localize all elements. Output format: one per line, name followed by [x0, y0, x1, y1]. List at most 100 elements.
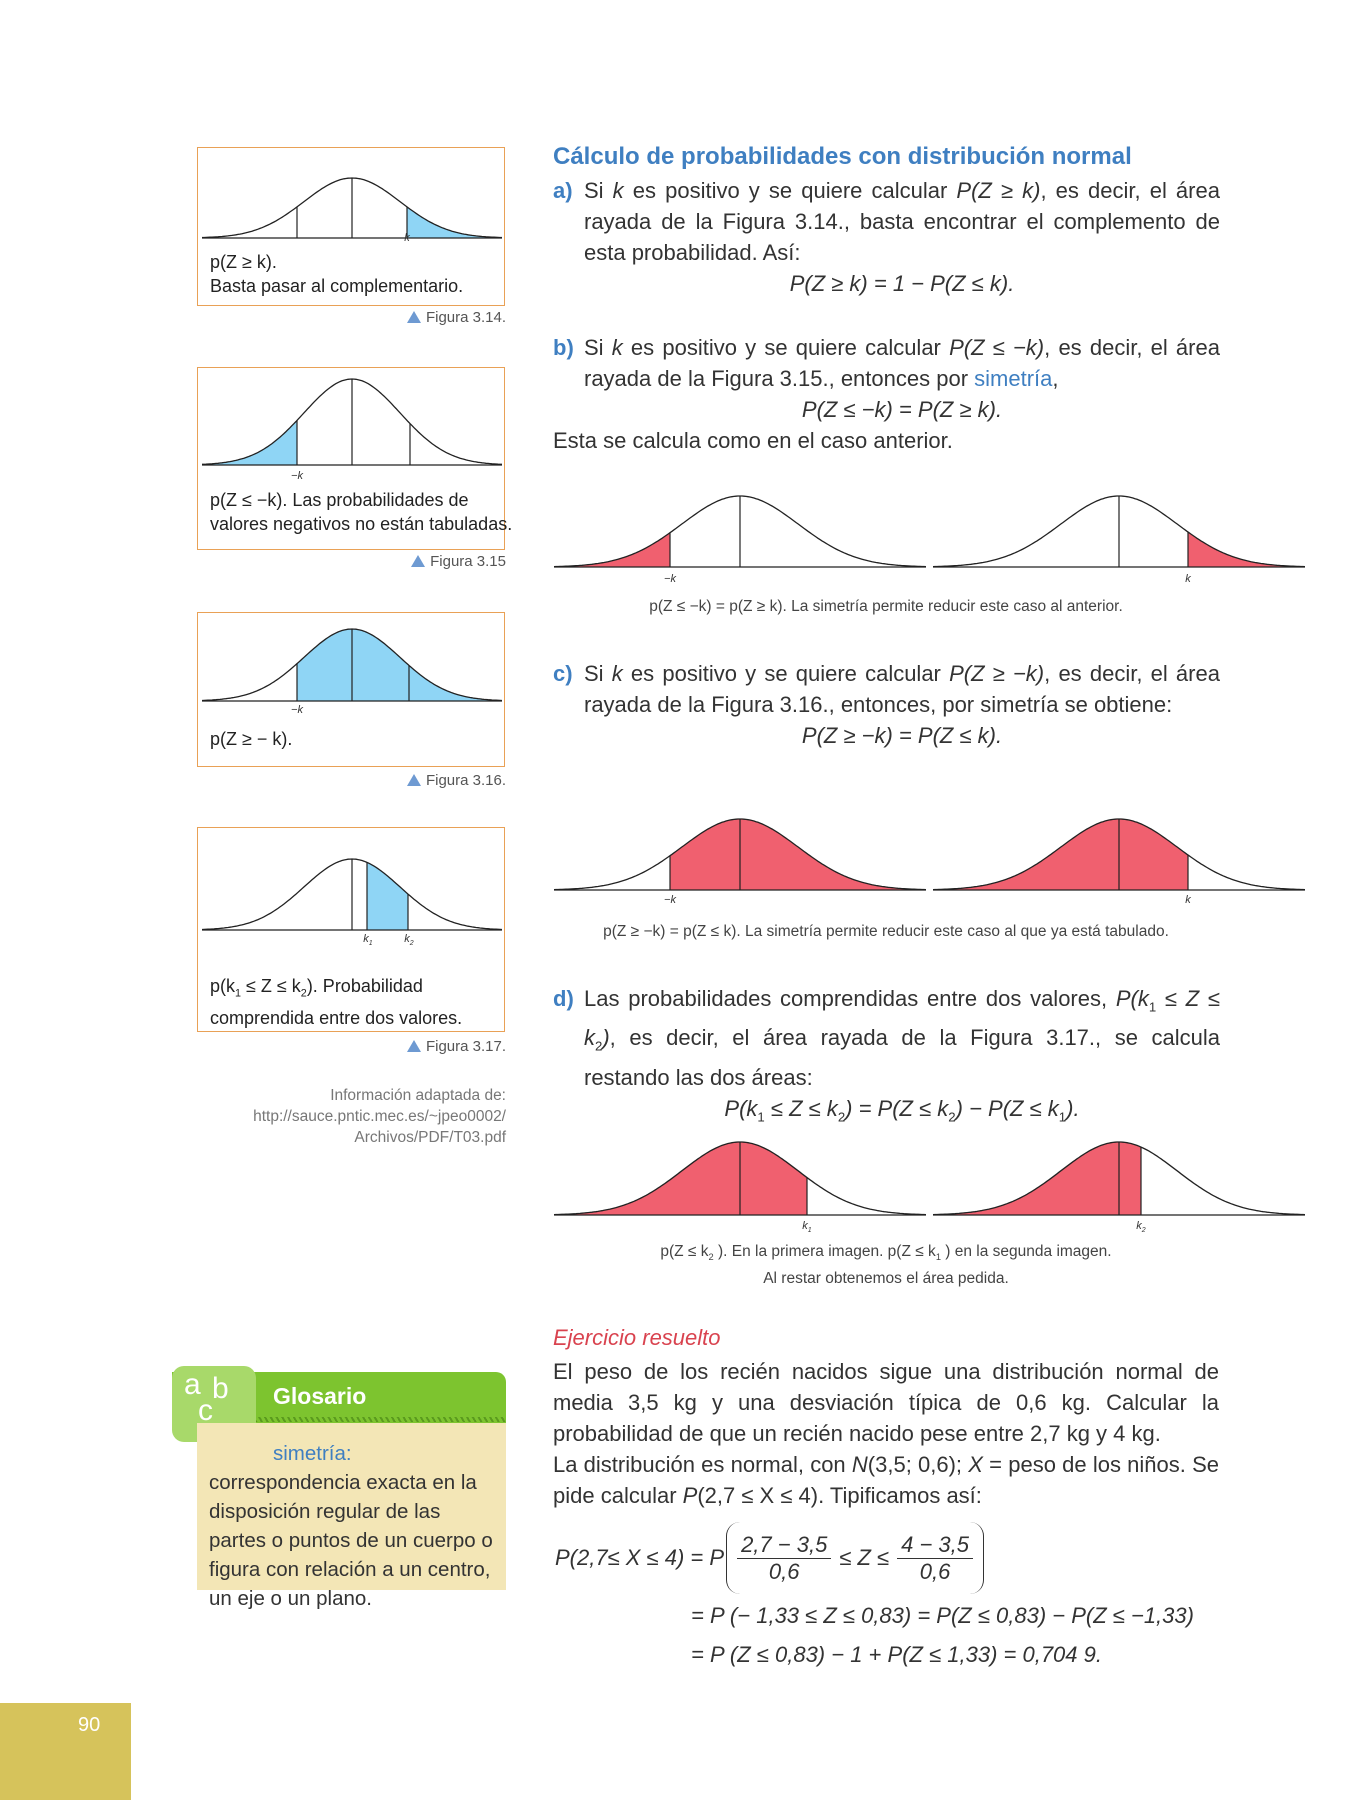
text-run: , es decir, el área rayada de la Figura …: [584, 1025, 1220, 1090]
text-run: k: [1136, 1220, 1142, 1232]
text-run: comprendida entre dos valores.: [210, 1007, 463, 1028]
source-line: http://sauce.pntic.mec.es/~jpeo0002/: [253, 1108, 506, 1125]
denominator: 0,6: [919, 1558, 951, 1584]
subscript: 1: [1148, 999, 1157, 1015]
math-run: ).: [1066, 1095, 1080, 1121]
subscript: 2: [948, 1109, 956, 1125]
math-line: = P (Z ≤ 0,83) − 1 + P(Z ≤ 1,33) = 0,704…: [691, 1642, 1102, 1667]
shaded-area: [407, 206, 502, 238]
figure-label: Figura 3.14.: [406, 309, 506, 326]
math-run: P(k: [724, 1095, 758, 1121]
numerator: 4 − 3,5: [897, 1532, 974, 1559]
shaded-area: [670, 819, 926, 890]
text-run: ). En la primera imagen. p(Z ≤ k: [713, 1243, 936, 1260]
figure-caption: p(Z ≥ k). Basta pasar al complementario.: [210, 250, 463, 298]
text-run: valores negativos no están tabuladas.: [210, 514, 513, 534]
text-run: p(Z ≥ − k).: [210, 729, 293, 749]
fraction: 2,7 − 3,5 0,6: [737, 1532, 832, 1585]
heading: Cálculo de probabilidades con distribuci…: [553, 143, 1132, 170]
axis-label: k2: [1136, 1220, 1145, 1234]
math-line: P(2,7≤ X ≤ 4) = P 2,7 − 3,5 0,6 ≤ Z ≤4 − 3,…: [555, 1522, 985, 1594]
source: Información adaptada de: http://sauce.pnt…: [253, 1085, 506, 1148]
math-run: P(Z ≥ k) = 1 − P(Z ≤ k).: [789, 271, 1015, 296]
text-run: , es decir, el área rayada de la Figura …: [584, 178, 1220, 265]
glossary-definition: correspondencia exacta en la disposición…: [209, 1471, 493, 1610]
axis-label: k1: [363, 933, 372, 947]
caption-line: p(Z ≤ k2 ). En la primera imagen. p(Z ≤ …: [553, 1241, 1219, 1268]
figure-caption: p(Z ≤ −k) = p(Z ≥ k). La simetría permit…: [553, 596, 1219, 617]
axis-label: k2: [404, 933, 413, 947]
axis-label: k: [1185, 573, 1191, 585]
math-run: ) − P(Z ≤ k: [955, 1095, 1059, 1121]
paragraph: Si k es positivo y se quiere calcular P(…: [584, 658, 1220, 720]
item-letter: a): [553, 178, 573, 203]
text-run: ) en la segunda imagen.: [940, 1243, 1112, 1260]
glossary-title: Glosario: [273, 1383, 367, 1409]
text-run: Si: [584, 661, 612, 686]
shaded-area: [933, 1142, 1141, 1215]
shaded-area: [367, 862, 408, 930]
figure-box: [197, 827, 505, 1032]
formula: P(k1 ≤ Z ≤ k2) = P(Z ≤ k2) − P(Z ≤ k1).: [584, 1093, 1220, 1132]
subscript: 1: [235, 987, 242, 1000]
subscript: 1: [368, 940, 373, 948]
item-text: Si k es positivo y se quiere calcular P(…: [584, 175, 1220, 299]
icon-letter: a: [184, 1368, 201, 1401]
math-text: ≤ Z ≤: [839, 1545, 890, 1570]
item-letter: b): [553, 335, 574, 360]
math-run: ) = P(Z ≤ k: [845, 1095, 949, 1121]
math-run: P(Z ≥ −k) = P(Z ≤ k).: [801, 723, 1003, 748]
shaded-area: [1188, 532, 1305, 567]
text-run: es positivo y se quiere calcular: [623, 178, 957, 203]
figure-box: [197, 367, 505, 550]
text-run: −k: [291, 704, 303, 716]
paragraph: El peso de los recién nacidos sigue una …: [553, 1356, 1219, 1449]
subscript: 2: [595, 1038, 603, 1054]
axis-label: −k: [291, 470, 303, 482]
text-run: El peso de los recién nacidos sigue una …: [553, 1359, 1219, 1446]
page-number: 90: [78, 1714, 101, 1736]
math-run: P(Z ≤ −k): [949, 335, 1045, 360]
fraction: 4 − 3,5 0,6: [897, 1532, 974, 1585]
figure-label: Figura 3.16.: [406, 772, 506, 789]
exercise-text: El peso de los recién nacidos sigue una …: [553, 1356, 1219, 1511]
math-run: k: [612, 178, 624, 203]
text-run: k: [404, 933, 410, 945]
shaded-area: [297, 629, 502, 701]
figure-box: [197, 147, 505, 306]
item-letter: c): [553, 661, 573, 686]
figure-box: [197, 612, 505, 767]
shaded-area: [933, 819, 1188, 890]
math-run: ): [602, 1025, 610, 1051]
text-run: p(Z ≤ −k) = p(Z ≥ k). La simetría permit…: [649, 598, 1123, 615]
text-run: −k: [664, 573, 676, 585]
term-link: simetría: [974, 366, 1053, 391]
text-run: Al restar obtenemos el área pedida.: [763, 1270, 1009, 1288]
text-run: p(Z ≥ k).: [210, 252, 277, 272]
math-run: ≤ Z ≤ k: [584, 986, 1220, 1051]
source-line: Información adaptada de:: [330, 1087, 506, 1104]
subscript: 1: [1058, 1109, 1067, 1125]
text-run: k: [802, 1220, 808, 1232]
page-number-band: [0, 1703, 131, 1800]
caption-line: p(Z ≥ − k).: [210, 727, 292, 751]
figure-caption: p(k1 ≤ Z ≤ k2). Probabilidad comprendida …: [210, 974, 462, 1030]
text-run: es positivo y se quiere calcular: [622, 335, 950, 360]
text-run: (3,5; 0,6);: [867, 1452, 969, 1477]
figure-caption: p(Z ≤ k2 ). En la primera imagen. p(Z ≤ …: [553, 1241, 1219, 1289]
subscript: 1: [757, 1109, 765, 1125]
text-run: −k: [664, 894, 676, 906]
item-text: Si k es positivo y se quiere calcular P(…: [584, 332, 1220, 425]
numerator: 2,7 − 3,5: [737, 1532, 832, 1559]
text-run: k: [1185, 573, 1191, 585]
text-run: ). Probabilidad: [306, 976, 423, 996]
figure-label: Figura 3.17.: [406, 1038, 506, 1055]
subscript: 2: [1141, 1227, 1146, 1235]
icon-letter: b: [212, 1372, 229, 1405]
text-run: k: [363, 933, 369, 945]
text-run: −k: [291, 470, 303, 482]
math-run: X: [968, 1452, 983, 1477]
text-run: , es decir, el área rayada de la Figura …: [584, 335, 1220, 391]
text-run: Si: [584, 335, 612, 360]
